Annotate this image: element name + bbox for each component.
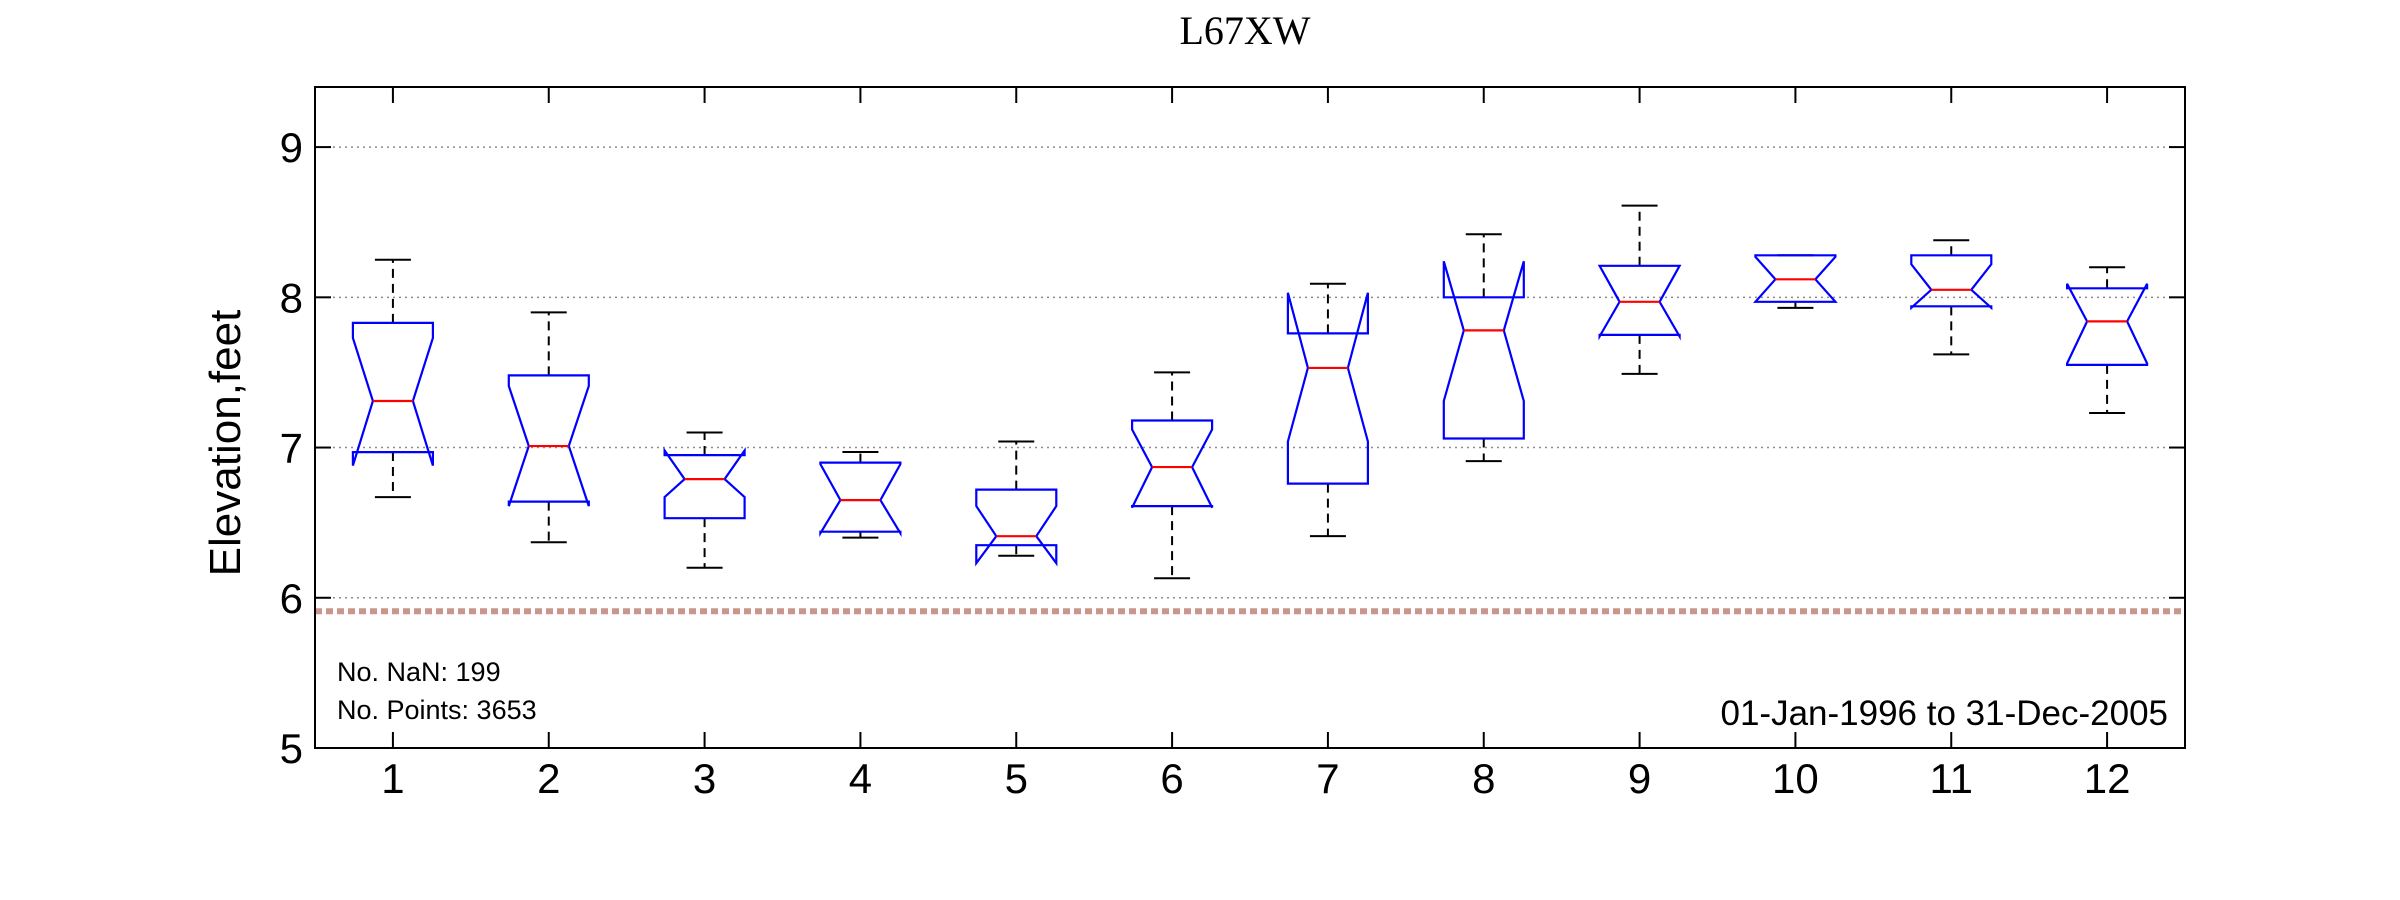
notched-box <box>1752 254 1838 303</box>
box-7 <box>1286 282 1370 538</box>
x-tick-label: 8 <box>1472 755 1495 802</box>
box-1 <box>351 258 434 499</box>
y-tick-label: 7 <box>280 425 303 472</box>
notched-box <box>663 447 746 520</box>
y-tick-label: 6 <box>280 575 303 622</box>
notched-box <box>1442 260 1525 440</box>
y-tick-label: 9 <box>280 124 303 171</box>
date-range-label: 01-Jan-1996 to 31-Dec-2005 <box>1720 694 2168 733</box>
y-tick-label: 8 <box>280 274 303 321</box>
x-tick-label: 9 <box>1628 755 1651 802</box>
box-6 <box>1130 371 1214 580</box>
notched-box <box>1286 292 1370 485</box>
notched-box <box>1910 254 1993 311</box>
notched-box <box>819 461 902 538</box>
notched-box <box>975 488 1058 567</box>
x-tick-label: 7 <box>1316 755 1339 802</box>
box-11 <box>1910 239 1993 356</box>
x-tick-label: 6 <box>1160 755 1183 802</box>
box-8 <box>1442 233 1525 463</box>
box-10 <box>1752 254 1838 309</box>
box-2 <box>507 311 590 544</box>
box-9 <box>1597 204 1682 375</box>
x-tick-label: 1 <box>381 755 404 802</box>
box-5 <box>975 440 1058 567</box>
x-tick-label: 12 <box>2084 755 2131 802</box>
x-tick-label: 11 <box>1929 755 1973 802</box>
point-count-label: No. Points: 3653 <box>337 695 537 725</box>
x-tick-label: 10 <box>1772 755 1819 802</box>
plot-frame <box>314 86 2186 749</box>
box-4 <box>819 451 902 539</box>
notched-box <box>351 321 434 466</box>
chart-title: L67XW <box>1179 8 1310 53</box>
box-12 <box>2066 266 2149 414</box>
notched-box <box>1597 264 1682 341</box>
x-tick-label: 3 <box>693 755 716 802</box>
notched-box <box>2066 283 2149 366</box>
box-3 <box>663 431 746 569</box>
x-tick-label: 4 <box>849 755 872 802</box>
notched-box <box>507 374 590 507</box>
y-axis-label: Elevation,feet <box>201 310 250 577</box>
boxes-group <box>351 204 2149 580</box>
nan-count-label: No. NaN: 199 <box>337 657 501 687</box>
y-tick-label: 5 <box>280 725 303 772</box>
notched-box <box>1130 419 1214 509</box>
x-tick-label: 5 <box>1005 755 1028 802</box>
x-tick-label: 2 <box>537 755 560 802</box>
